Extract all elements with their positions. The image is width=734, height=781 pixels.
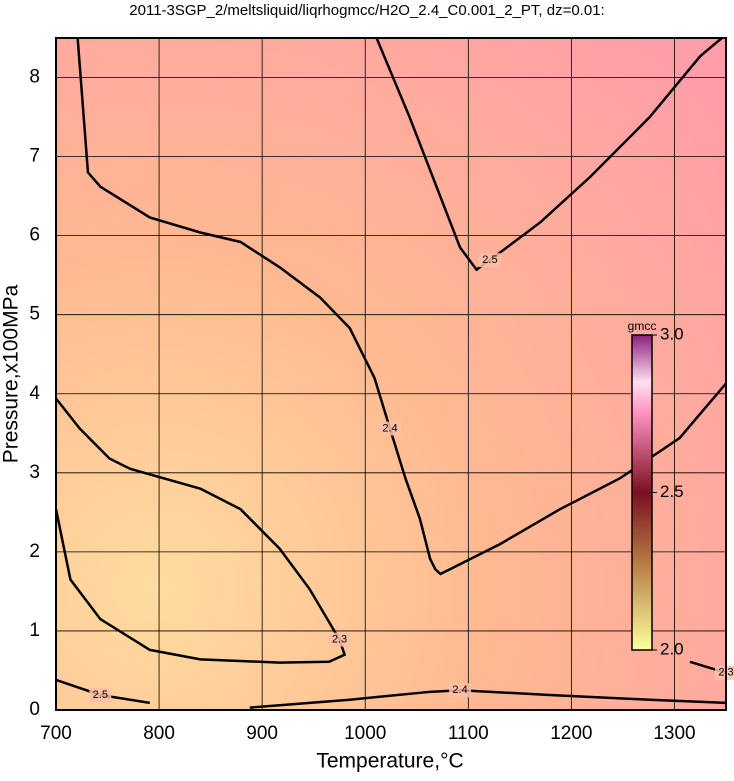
plot-frame bbox=[55, 37, 727, 711]
contour-label-bg bbox=[478, 253, 501, 268]
x-tick-label: 1300 bbox=[653, 723, 695, 744]
contour-label: 2.5 bbox=[93, 689, 108, 701]
x-tick-label: 800 bbox=[143, 723, 175, 744]
y-tick-label: 2 bbox=[29, 541, 40, 562]
plot-background bbox=[56, 38, 726, 710]
contour-label-bg bbox=[715, 665, 734, 680]
colorbar-tick-label: 2.0 bbox=[660, 639, 684, 658]
y-tick-label: 1 bbox=[29, 620, 40, 641]
y-tick-label: 6 bbox=[29, 225, 40, 246]
contour-label: 2.4 bbox=[382, 422, 397, 434]
y-tick-label: 0 bbox=[29, 699, 40, 720]
colorbar bbox=[631, 334, 653, 651]
colorbar-tick-label: 2.5 bbox=[660, 482, 684, 501]
contour-label: 2.5 bbox=[482, 254, 497, 266]
x-axis-label: Temperature,°C bbox=[316, 750, 463, 773]
colorbar-tick-label: 3.0 bbox=[660, 324, 684, 343]
y-tick-label: 5 bbox=[29, 304, 40, 325]
contour-label-bg bbox=[449, 683, 472, 698]
y-tick-label: 3 bbox=[29, 462, 40, 483]
x-tick-label: 900 bbox=[246, 723, 278, 744]
contour-label: 2.4 bbox=[452, 684, 467, 696]
x-tick-label: 1000 bbox=[344, 723, 386, 744]
colorbar-label: gmcc bbox=[628, 319, 657, 333]
chart-title: 2011-3SGP_2/meltsliquid/liqrhogmcc/H2O_2… bbox=[129, 2, 604, 19]
y-tick-label: 8 bbox=[29, 67, 40, 88]
y-tick-label: 7 bbox=[29, 146, 40, 167]
y-tick-label: 4 bbox=[29, 383, 40, 404]
contour-label-bg bbox=[378, 421, 401, 436]
contour-label-bg bbox=[89, 687, 112, 702]
x-tick-label: 1200 bbox=[550, 723, 592, 744]
contour-label: 2.3 bbox=[332, 634, 347, 646]
y-axis-label: Pressure,x100MPa bbox=[0, 284, 23, 463]
contour-label-bg bbox=[328, 632, 351, 647]
x-tick-label: 700 bbox=[40, 723, 72, 744]
x-tick-label: 1100 bbox=[448, 723, 489, 744]
